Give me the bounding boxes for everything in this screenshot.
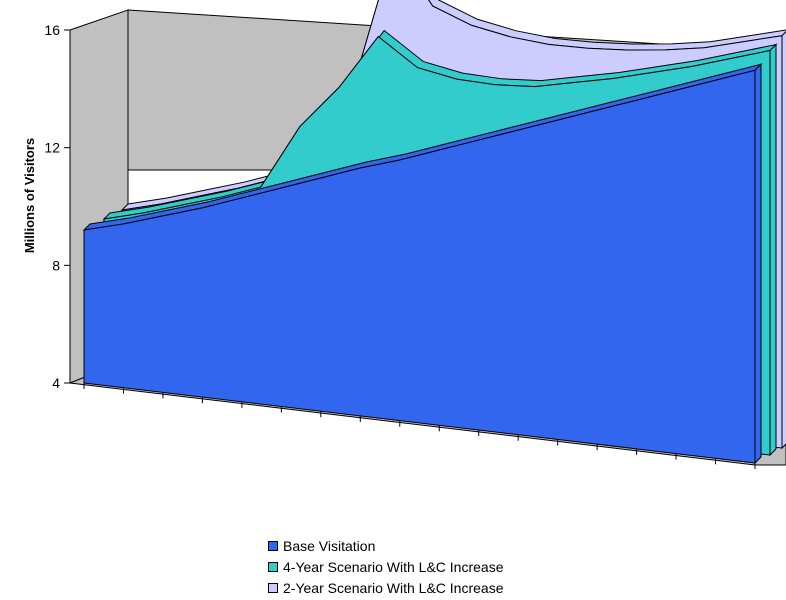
y-axis-label-wrap: Millions of Visitors [10, 95, 50, 295]
y-tick-label: 4 [52, 375, 60, 391]
legend-label-4year: 4-Year Scenario With L&C Increase [283, 558, 504, 575]
legend-swatch-4year [268, 561, 278, 572]
series-layer [82, 0, 786, 465]
legend-swatch-2year [268, 582, 278, 593]
y-tick-label: 16 [44, 22, 60, 38]
legend-swatch-base [268, 540, 278, 551]
y-axis-label: Millions of Visitors [22, 137, 38, 253]
legend-label-2year: 2-Year Scenario With L&C Increase [283, 579, 504, 596]
legend-label-base: Base Visitation [283, 537, 376, 554]
series-side-2-year-scenario [781, 30, 786, 450]
series-side-base-visitation [754, 63, 762, 465]
series-side-4-year-scenario [769, 43, 777, 457]
axis-layer: 4 8 12 16 [44, 22, 756, 469]
legend-item-2year: 2-Year Scenario With L&C Increase [268, 577, 503, 598]
series-area-base-visitation [83, 69, 756, 464]
y-tick-label: 8 [52, 257, 60, 273]
legend-item-4year: 4-Year Scenario With L&C Increase [268, 556, 503, 577]
y-tick-label: 12 [44, 140, 60, 156]
legend: Base Visitation 4-Year Scenario With L&C… [268, 535, 503, 598]
legend-item-base: Base Visitation [268, 535, 503, 556]
